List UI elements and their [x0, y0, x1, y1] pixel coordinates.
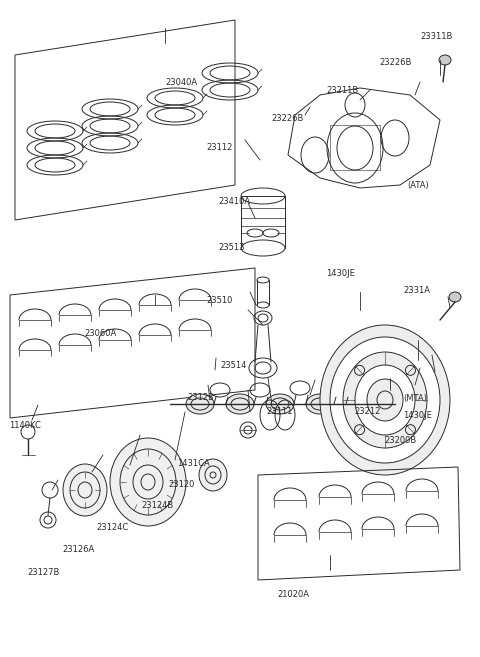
- Ellipse shape: [226, 394, 254, 414]
- Text: 23120: 23120: [168, 480, 194, 489]
- Text: 1430JE: 1430JE: [326, 269, 355, 279]
- Text: (ATA): (ATA): [407, 181, 429, 190]
- Text: 23311B: 23311B: [420, 32, 452, 41]
- Text: 23513: 23513: [218, 243, 245, 252]
- Text: 23212: 23212: [354, 407, 381, 417]
- Text: 23510: 23510: [206, 296, 233, 305]
- Ellipse shape: [439, 55, 451, 65]
- Ellipse shape: [330, 337, 440, 463]
- Ellipse shape: [241, 188, 285, 204]
- Ellipse shape: [257, 302, 269, 308]
- Text: 23123: 23123: [187, 393, 214, 402]
- Ellipse shape: [320, 325, 450, 475]
- Ellipse shape: [343, 352, 427, 448]
- Ellipse shape: [257, 277, 269, 283]
- Text: 23226B: 23226B: [379, 58, 411, 67]
- Text: 23410A: 23410A: [218, 197, 251, 206]
- Text: 21020A: 21020A: [277, 590, 310, 599]
- Text: 23514: 23514: [221, 361, 247, 371]
- Text: 23060A: 23060A: [84, 328, 116, 338]
- Text: 23112: 23112: [206, 143, 233, 152]
- Ellipse shape: [449, 292, 461, 302]
- Text: (MTA): (MTA): [403, 394, 427, 403]
- Ellipse shape: [199, 459, 227, 491]
- Text: 23211B: 23211B: [326, 86, 359, 95]
- Text: 23226B: 23226B: [271, 114, 303, 123]
- Ellipse shape: [254, 311, 272, 325]
- Text: 23200B: 23200B: [384, 436, 416, 445]
- Ellipse shape: [249, 358, 277, 378]
- Text: 23124B: 23124B: [142, 501, 174, 510]
- Ellipse shape: [110, 438, 186, 526]
- Text: 23040A: 23040A: [166, 78, 198, 87]
- Text: 23127B: 23127B: [28, 568, 60, 578]
- Text: 1430JE: 1430JE: [403, 411, 432, 420]
- Text: 23124C: 23124C: [96, 523, 128, 532]
- Ellipse shape: [186, 394, 214, 414]
- Text: 2331A: 2331A: [403, 286, 430, 295]
- Ellipse shape: [241, 240, 285, 256]
- Text: 23111: 23111: [266, 407, 293, 417]
- Ellipse shape: [266, 394, 294, 414]
- Ellipse shape: [346, 394, 374, 414]
- Text: 23126A: 23126A: [62, 545, 95, 555]
- Ellipse shape: [306, 394, 334, 414]
- Ellipse shape: [355, 365, 415, 435]
- Ellipse shape: [63, 464, 107, 516]
- Text: 1140KC: 1140KC: [9, 420, 40, 430]
- Text: 1431CA: 1431CA: [177, 459, 209, 468]
- Ellipse shape: [367, 379, 403, 421]
